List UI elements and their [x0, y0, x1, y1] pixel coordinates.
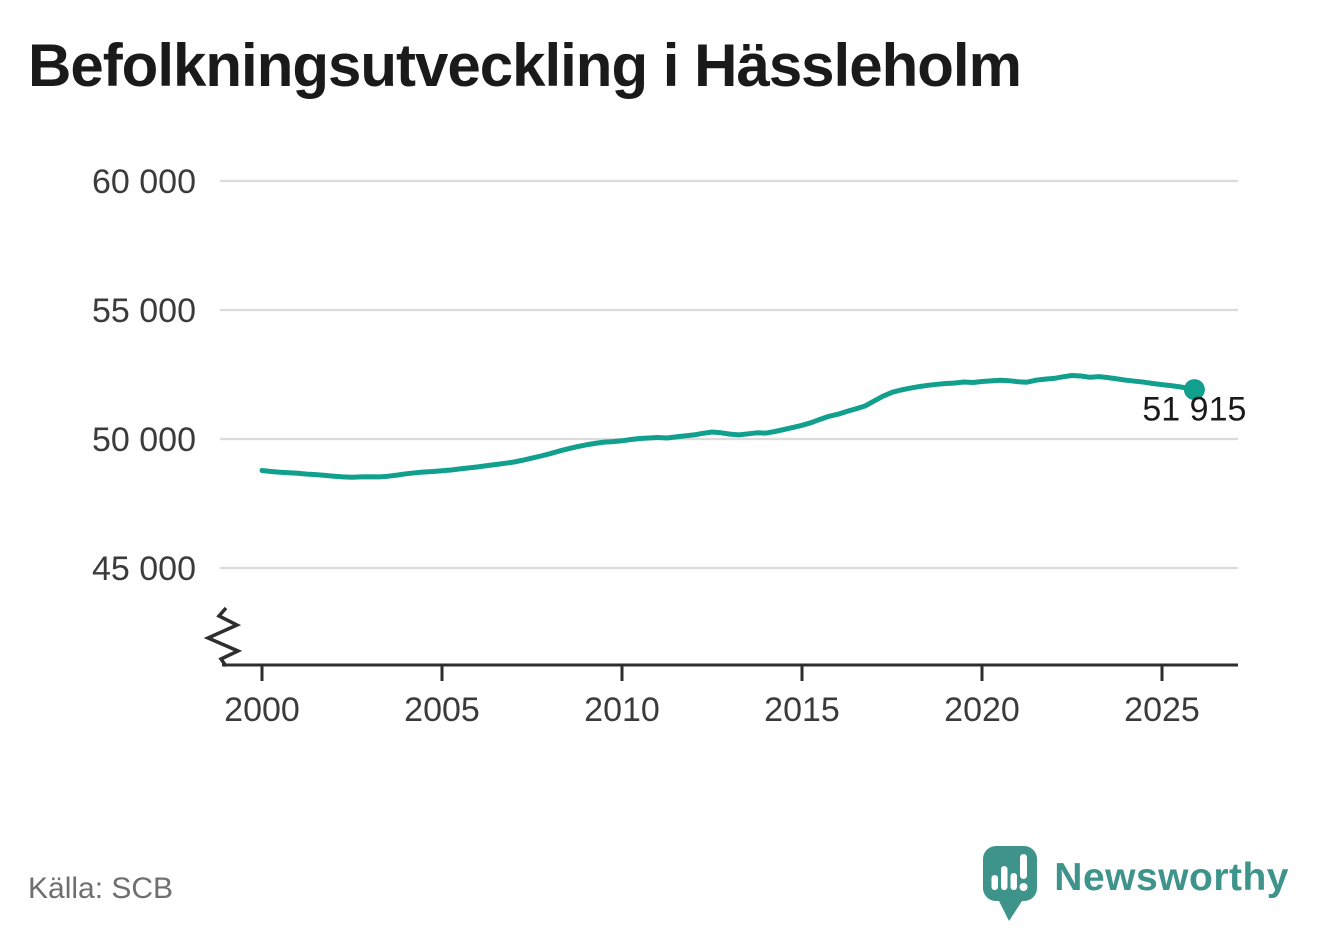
- newsworthy-wordmark: Newsworthy: [1054, 855, 1289, 899]
- bar-chart-exclamation-glyph: [991, 854, 1028, 891]
- y-tick-label: 55 000: [92, 292, 196, 330]
- endpoint-value-label: 51 915: [1142, 391, 1246, 429]
- speech-bubble-shape: [983, 846, 1038, 921]
- page-title: Befolkningsutveckling i Hässleholm: [28, 32, 1022, 99]
- source-label: Källa: SCB: [28, 872, 174, 905]
- x-tick-label: 2010: [584, 691, 660, 729]
- population-line: [259, 373, 1197, 480]
- y-tick-label: 60 000: [92, 163, 196, 201]
- axis-break-icon: [203, 606, 243, 668]
- newsworthy-logo-icon: [983, 846, 1038, 921]
- endpoint-marker: [1183, 379, 1205, 401]
- x-tick-label: 2005: [404, 691, 480, 729]
- newsworthy-logo: Newsworthy: [983, 846, 1289, 922]
- x-tick-label: 2000: [224, 691, 300, 729]
- x-tick-label: 2020: [944, 691, 1020, 729]
- y-tick-label: 45 000: [92, 550, 196, 588]
- x-tick-label: 2025: [1124, 691, 1200, 729]
- y-tick-label: 50 000: [92, 421, 196, 459]
- x-tick-label: 2015: [764, 691, 840, 729]
